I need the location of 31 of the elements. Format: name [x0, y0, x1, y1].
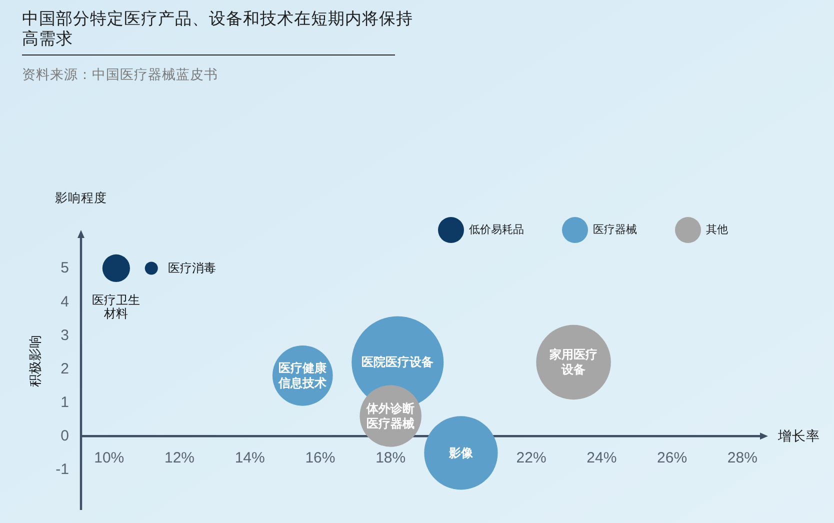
- y-tick-label: 2: [60, 360, 69, 378]
- y-axis-title: 影响程度: [55, 190, 107, 205]
- x-tick-label: 16%: [305, 450, 336, 467]
- x-tick-label: 26%: [657, 450, 688, 467]
- y-tick-label: 4: [60, 293, 69, 310]
- text: 积极影响: [28, 335, 42, 388]
- y-tick-label: 0: [60, 428, 69, 445]
- annotation: 医院医疗设备: [362, 355, 434, 370]
- annotation: 影像: [448, 446, 474, 460]
- y-tick-label: 5: [60, 260, 69, 277]
- x-tick-label: 22%: [516, 450, 546, 467]
- text: 资料来源：中国医疗器械蓝皮书: [22, 67, 218, 82]
- annotation: 医疗健康信息技术: [278, 361, 328, 390]
- legend-label: 医疗器械: [593, 224, 637, 236]
- annotation: 体外诊断医疗器械: [366, 401, 415, 430]
- x-tick-label: 14%: [234, 450, 265, 467]
- annotation: 医疗消毒: [168, 261, 216, 276]
- x-tick-label: 12%: [164, 450, 195, 467]
- chart-title: 中国部分特定医疗产品、设备和技术在短期内将保持高需求: [22, 9, 413, 48]
- legend-label: 其他: [706, 224, 728, 236]
- x-tick-label: 24%: [586, 450, 617, 467]
- x-tick-label: 10%: [94, 450, 124, 467]
- annotation: 家用医疗设备: [548, 348, 598, 377]
- x-axis-title: 增长率: [777, 428, 820, 444]
- legend-label: 低价易耗品: [469, 224, 524, 236]
- y-tick-label: 1: [60, 394, 69, 412]
- x-tick-label: 18%: [376, 450, 406, 467]
- y-tick-label: -1: [56, 461, 69, 478]
- annotation: 医疗卫生材料: [92, 293, 140, 321]
- y-tick-label: 3: [60, 326, 69, 344]
- x-tick-label: 28%: [727, 450, 758, 467]
